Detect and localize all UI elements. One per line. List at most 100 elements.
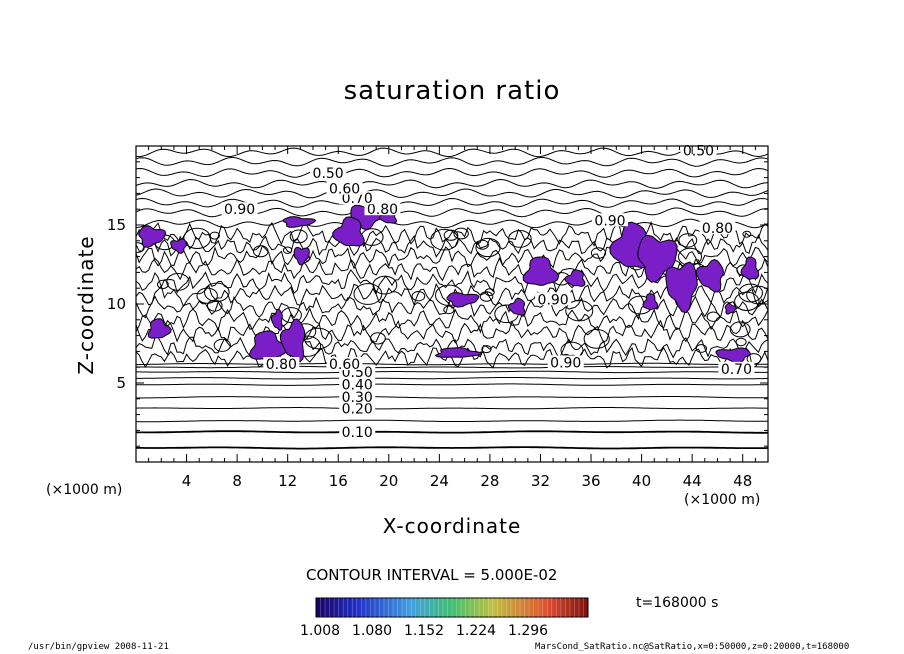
contour-label-bg xyxy=(718,361,755,375)
x-tick-label: 44 xyxy=(683,472,702,490)
contour-line xyxy=(136,396,768,399)
supersaturated-region xyxy=(282,216,317,228)
x-tick-label: 16 xyxy=(329,472,348,490)
supersaturated-region xyxy=(740,256,760,280)
contour-cell xyxy=(479,291,494,302)
colorbar-tick-label: 1.224 xyxy=(456,623,497,639)
contour-line xyxy=(136,407,768,410)
contour-label-bg xyxy=(326,181,363,195)
contour-cell xyxy=(481,345,492,354)
footer-program: /usr/bin/gpview 2008-11-21 xyxy=(28,642,169,652)
x-tick-label: 20 xyxy=(379,472,398,490)
contour-line xyxy=(136,370,768,374)
supersaturated-region xyxy=(434,347,483,358)
contour-line xyxy=(136,419,768,423)
x-tick-label: 12 xyxy=(278,472,297,490)
contour-level-label: 0.70 xyxy=(721,362,752,378)
contour-line xyxy=(136,383,768,386)
contour-line xyxy=(136,430,768,434)
supersaturated-region xyxy=(147,318,172,339)
contour-cell xyxy=(196,287,218,304)
contour-line xyxy=(136,307,768,334)
contour-level-label: 0.60 xyxy=(329,357,360,373)
contour-line xyxy=(136,167,768,178)
supersaturated-region xyxy=(724,302,737,315)
contour-cell xyxy=(136,242,145,253)
x-tick-label: 24 xyxy=(430,472,449,490)
contour-level-label: 0.40 xyxy=(342,378,373,394)
contour-line xyxy=(136,269,768,295)
x-axis-label: X-coordinate xyxy=(382,514,522,538)
contour-line xyxy=(136,346,768,369)
contour-level-label: 0.90 xyxy=(538,292,569,308)
contour-cell xyxy=(729,321,751,338)
contour-line xyxy=(136,188,768,199)
contour-cell xyxy=(746,285,768,305)
supersaturated-region xyxy=(507,297,526,316)
supersaturated-region xyxy=(695,259,724,293)
contour-label-bg xyxy=(339,401,376,415)
x-axis-unit: (×1000 m) xyxy=(684,492,761,508)
contour-label-bg xyxy=(221,202,258,216)
contour-line xyxy=(136,295,768,321)
contour-level-label: 0.50 xyxy=(313,166,344,182)
supersaturated-region xyxy=(665,261,698,314)
x-tick-label: 40 xyxy=(632,472,651,490)
contour-line xyxy=(136,218,768,229)
contour-cell xyxy=(443,229,459,241)
contour-label-bg xyxy=(592,213,628,227)
y-tick-label: 5 xyxy=(116,374,126,392)
contour-level-label: 0.90 xyxy=(594,213,625,229)
x-tick-label: 4 xyxy=(182,472,192,490)
supersaturated-region xyxy=(279,318,306,363)
contour-line xyxy=(136,336,768,360)
contour-cell xyxy=(443,305,455,315)
contour-level-label: 0.60 xyxy=(329,182,360,198)
contour-cell xyxy=(453,227,469,240)
x-tick-label: 32 xyxy=(531,472,550,490)
contour-cell xyxy=(157,279,169,289)
contour-cell xyxy=(508,230,532,248)
supersaturated-region xyxy=(642,293,659,311)
x-tick-label: 28 xyxy=(480,472,499,490)
contour-label-bg xyxy=(339,377,376,391)
contour-level-label: 0.90 xyxy=(550,355,581,371)
contour-cell xyxy=(735,337,747,347)
contour-cell xyxy=(166,273,190,291)
contour-label-bg xyxy=(699,221,736,235)
y-axis-label: Z-coordinate xyxy=(74,235,98,375)
supersaturated-region xyxy=(293,246,310,266)
contour-label-bg xyxy=(263,357,300,371)
contour-cell xyxy=(372,275,398,295)
contour-cell xyxy=(289,229,308,244)
colorbar-tick-label: 1.296 xyxy=(508,623,549,639)
contour-cell xyxy=(207,299,223,312)
supersaturated-region xyxy=(522,256,560,286)
contour-cell xyxy=(706,311,720,322)
contour-cell xyxy=(353,283,383,305)
colorbar-tick-label: 1.152 xyxy=(404,623,445,639)
supersaturated-region xyxy=(271,308,283,331)
contour-level-label: 0.90 xyxy=(224,202,255,218)
colorbar xyxy=(315,597,589,618)
colorbar-tick-label: 1.008 xyxy=(300,623,341,639)
contour-line xyxy=(136,365,768,369)
contour-label-bg xyxy=(535,292,572,306)
contour-line xyxy=(136,362,768,366)
y-tick-label: 15 xyxy=(107,216,126,234)
contour-cell xyxy=(183,227,212,249)
contour-line xyxy=(136,446,768,450)
supersaturated-region xyxy=(446,292,480,308)
contour-cell xyxy=(590,247,607,259)
contour-interval-label: CONTOUR INTERVAL = 5.000E-02 xyxy=(306,566,558,584)
contour-line xyxy=(136,197,768,208)
contour-line xyxy=(136,220,768,248)
x-tick-label: 48 xyxy=(733,472,752,490)
contour-label-bg xyxy=(339,424,376,438)
contour-cell xyxy=(204,282,230,302)
contour-line xyxy=(136,147,768,158)
supersaturated-region xyxy=(332,216,365,247)
contour-level-label: 0.80 xyxy=(702,221,733,237)
contour-line xyxy=(136,157,768,167)
